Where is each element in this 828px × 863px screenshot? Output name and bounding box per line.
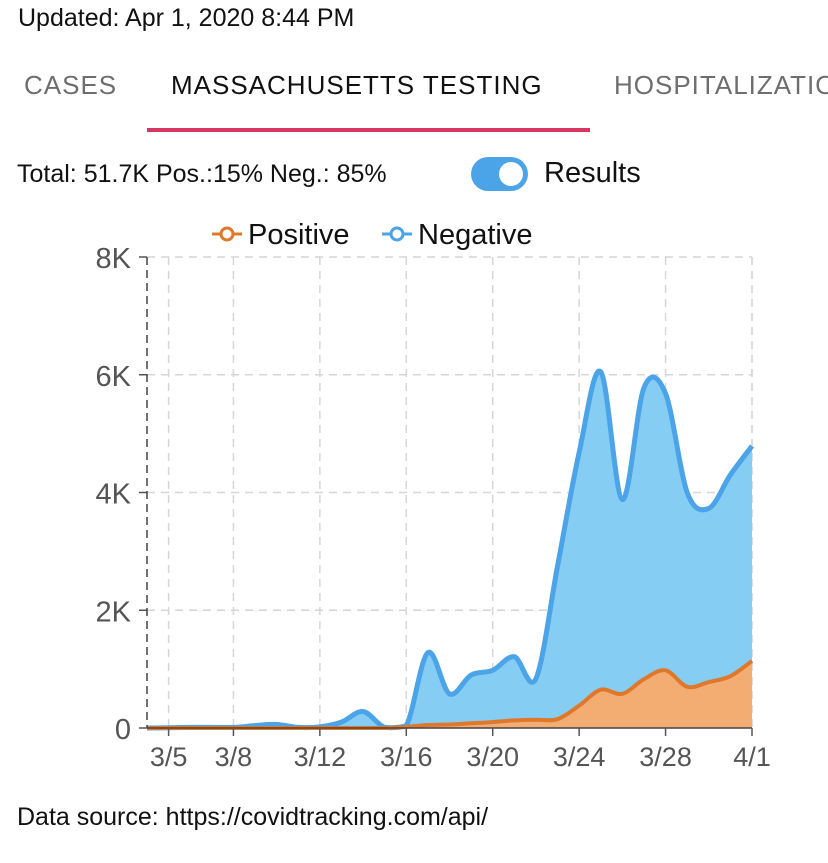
tab-bar: CASES MASSACHUSETTS TESTING HOSPITALIZAT…: [0, 66, 828, 134]
testing-chart: 0 2K 4K 6K 8K 3/5 3/8 3/12 3/16 3/20 3/24 3/28 4/1 P…: [96, 219, 771, 772]
legend-item-negative: Negative: [382, 219, 532, 251]
legend-item-positive: Positive: [212, 219, 350, 251]
negative-line: [146, 368, 755, 731]
x-tick-label: 4/1: [733, 742, 771, 772]
y-tick-label: 2K: [96, 596, 132, 628]
x-tick-label: 3/8: [215, 742, 253, 772]
testing-summary: Total: 51.7K Pos.:15% Neg.: 85%: [17, 160, 387, 188]
y-tick-label: 6K: [96, 361, 132, 393]
x-tick-label: 3/16: [380, 742, 433, 772]
y-tick-label: 4K: [96, 479, 132, 511]
active-tab-indicator: [147, 128, 590, 132]
legend-swatch-marker: [219, 226, 235, 242]
legend-label: Positive: [248, 219, 350, 251]
x-tick-label: 3/24: [553, 742, 606, 772]
y-tick-label: 8K: [96, 243, 132, 275]
tab-cases[interactable]: CASES: [24, 70, 118, 100]
x-tick-label: 3/12: [294, 742, 347, 772]
legend-swatch-marker: [389, 226, 405, 242]
updated-timestamp: Updated: Apr 1, 2020 8:44 PM: [18, 4, 355, 32]
chart-areas: [146, 368, 755, 731]
chart-axes: 0 2K 4K 6K 8K 3/5 3/8 3/12 3/16 3/20 3/24 3/28 4/1: [96, 243, 771, 772]
x-tick-label: 3/28: [639, 742, 692, 772]
x-tick-label: 3/5: [150, 742, 188, 772]
results-toggle-label: Results: [544, 157, 641, 189]
y-tick-label: 0: [115, 714, 131, 746]
negative-area: [147, 371, 752, 728]
tab-massachusetts-testing[interactable]: MASSACHUSETTS TESTING: [171, 70, 543, 100]
data-source: Data source: https://covidtracking.com/a…: [17, 803, 489, 831]
tab-hospitalizations[interactable]: HOSPITALIZATIONS: [614, 70, 828, 100]
legend-label: Negative: [418, 219, 532, 251]
x-tick-label: 3/20: [466, 742, 519, 772]
results-toggle[interactable]: [471, 157, 528, 191]
toggle-knob: [499, 162, 523, 186]
chart-legend: Positive Negative: [212, 219, 532, 251]
positive-area: [147, 660, 752, 728]
